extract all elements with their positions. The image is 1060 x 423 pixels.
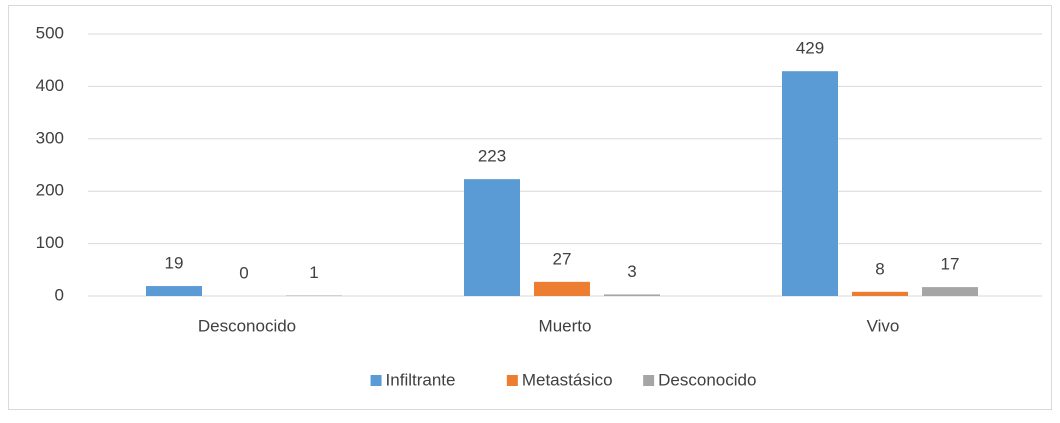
bar	[534, 281, 590, 296]
bar	[146, 286, 202, 296]
bar	[464, 179, 520, 296]
data-label: 19	[165, 254, 184, 273]
legend-label: Infiltrante	[386, 370, 456, 389]
y-tick-label: 100	[36, 233, 64, 252]
chart-border	[8, 5, 1052, 410]
y-tick-label: 400	[36, 76, 64, 95]
bar	[852, 291, 908, 296]
data-label: 17	[941, 255, 960, 274]
y-tick-label: 300	[36, 128, 64, 147]
data-label: 0	[239, 263, 248, 282]
y-tick-label: 200	[36, 181, 64, 200]
bar	[604, 294, 660, 296]
bar	[922, 287, 978, 296]
bar	[782, 71, 838, 296]
data-label: 429	[796, 39, 824, 58]
data-label: 1	[309, 263, 318, 282]
x-tick-label: Vivo	[867, 316, 900, 335]
data-label: 8	[875, 259, 884, 278]
data-label: 223	[478, 147, 506, 166]
legend-swatch	[643, 375, 655, 386]
x-tick-label: Desconocido	[198, 316, 296, 335]
data-label: 27	[553, 249, 572, 268]
data-label: 3	[627, 262, 636, 281]
legend-label: Desconocido	[658, 370, 756, 389]
legend-label: Metastásico	[522, 370, 613, 389]
x-tick-label: Muerto	[539, 316, 592, 335]
bar	[286, 295, 342, 296]
legend-swatch	[370, 375, 382, 386]
legend-swatch	[506, 375, 518, 386]
y-tick-label: 0	[55, 285, 64, 304]
y-tick-label: 500	[36, 23, 64, 42]
